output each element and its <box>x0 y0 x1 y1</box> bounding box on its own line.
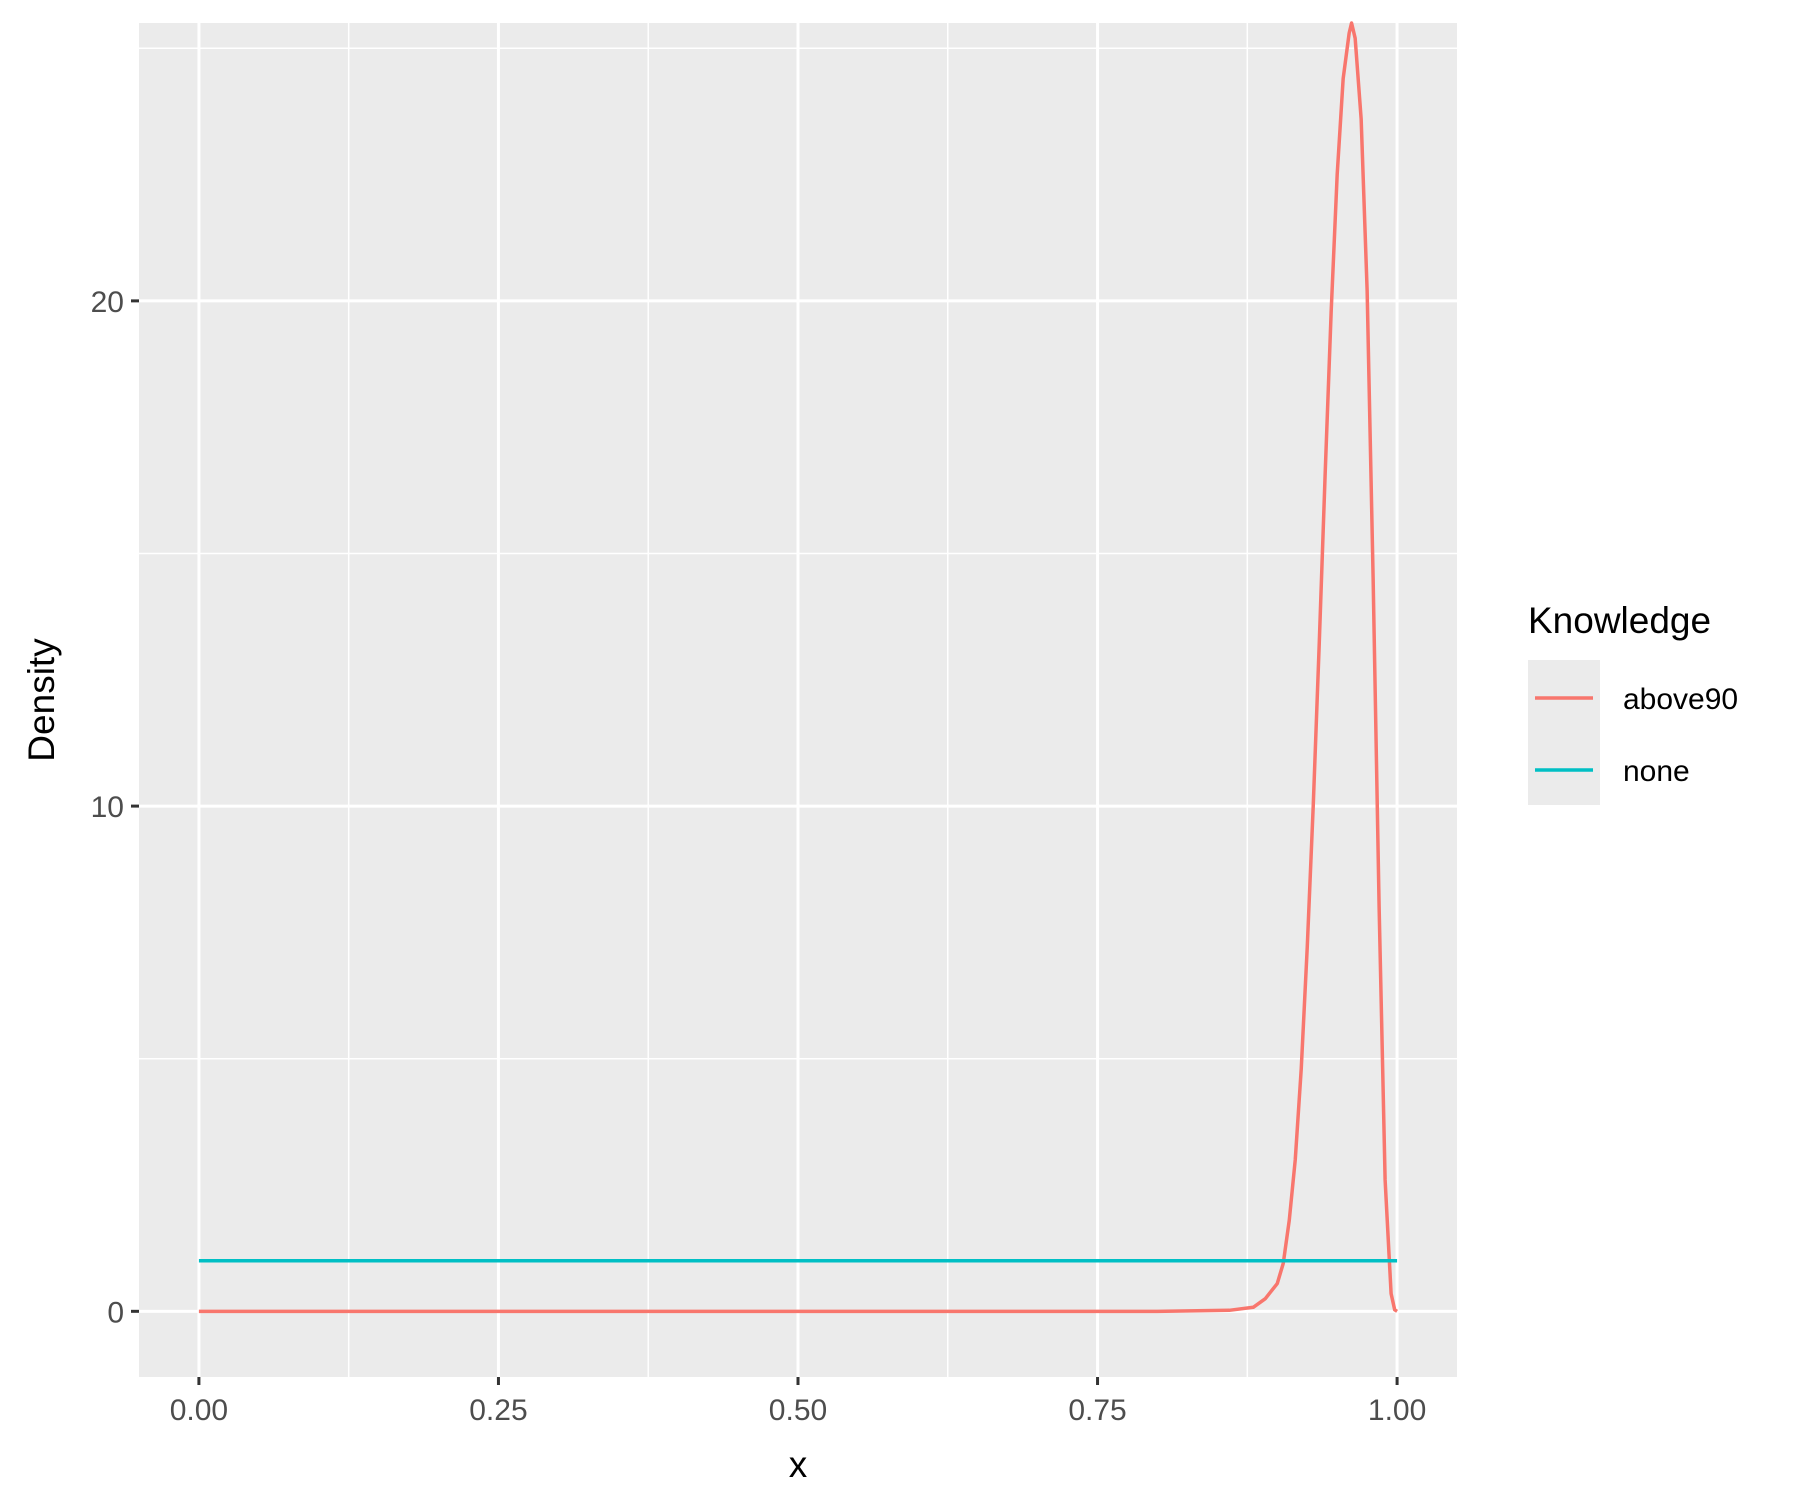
legend-label-none: none <box>1623 755 1690 788</box>
y-axis-title: Density <box>21 638 62 762</box>
series-line-above90 <box>198 21 1399 1314</box>
x-tick-label: 0.25 <box>469 1394 527 1427</box>
x-tick-label: 0.50 <box>769 1394 827 1427</box>
legend: Knowledge above90 none <box>1528 600 1738 805</box>
legend-title: Knowledge <box>1528 600 1711 641</box>
axis-ticks: 0.00 0.25 0.50 0.75 1.00 0 10 20 <box>91 286 1427 1427</box>
x-tick-label: 0.00 <box>170 1394 228 1427</box>
legend-label-above90: above90 <box>1623 683 1738 716</box>
y-tick-label: 10 <box>91 791 124 824</box>
legend-key-background <box>1528 660 1600 805</box>
y-tick-label: 20 <box>91 286 124 319</box>
y-tick-label: 0 <box>107 1296 124 1329</box>
x-tick-label: 1.00 <box>1368 1394 1426 1427</box>
x-axis-title: x <box>789 1444 808 1485</box>
x-tick-label: 0.75 <box>1068 1394 1126 1427</box>
series-layer <box>198 21 1399 1314</box>
grid-major-lines <box>139 23 1457 1377</box>
